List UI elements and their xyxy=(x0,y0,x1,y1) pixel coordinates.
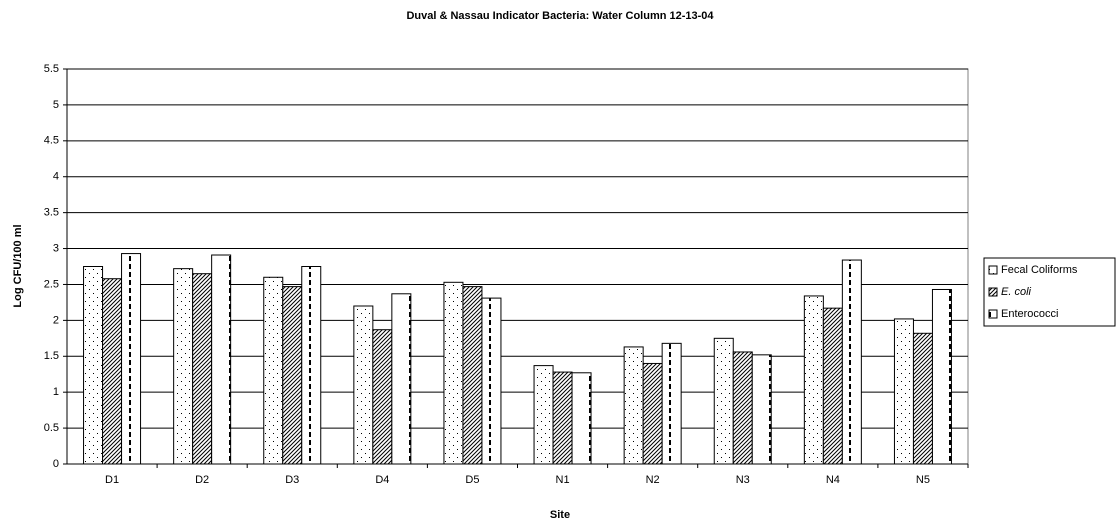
bar xyxy=(931,288,952,465)
legend-swatch xyxy=(988,309,998,319)
x-tick-label: N4 xyxy=(826,474,840,486)
bar xyxy=(391,293,412,465)
y-tick-label: 1 xyxy=(53,386,59,398)
bar xyxy=(893,318,914,465)
bar xyxy=(841,259,862,465)
bar xyxy=(571,372,592,465)
bar xyxy=(192,273,213,465)
bar xyxy=(732,351,753,465)
bar xyxy=(552,371,573,465)
y-tick-label: 0.5 xyxy=(44,422,59,434)
bar xyxy=(912,332,933,465)
bar xyxy=(481,297,502,465)
legend-label: E. coli xyxy=(1001,286,1032,298)
bar xyxy=(301,266,322,465)
x-tick-label: N5 xyxy=(916,474,930,486)
bar xyxy=(83,266,104,465)
bar xyxy=(623,346,644,465)
y-tick-label: 1.5 xyxy=(44,350,59,362)
bar xyxy=(121,253,142,465)
bar xyxy=(353,305,374,465)
legend-label: Fecal Coliforms xyxy=(1001,264,1078,276)
x-axis-label: Site xyxy=(550,509,570,521)
y-tick-label: 3 xyxy=(53,242,59,254)
bar xyxy=(102,278,123,465)
y-tick-label: 2 xyxy=(53,314,59,326)
bar xyxy=(533,365,554,465)
x-tick-label: D3 xyxy=(285,474,299,486)
bar xyxy=(642,362,663,465)
bar xyxy=(263,276,284,465)
y-tick-label: 0 xyxy=(53,458,59,470)
bar xyxy=(443,281,464,465)
bar xyxy=(282,286,303,465)
legend-label: Enterococci xyxy=(1001,308,1058,320)
y-tick-label: 4.5 xyxy=(44,135,59,147)
y-tick-label: 5 xyxy=(53,99,59,111)
legend-swatch xyxy=(988,287,998,297)
x-tick-label: D1 xyxy=(105,474,119,486)
bar xyxy=(803,295,824,465)
y-tick-label: 5.5 xyxy=(44,63,59,75)
bar xyxy=(173,268,194,465)
bar xyxy=(462,286,483,465)
x-tick-label: N2 xyxy=(646,474,660,486)
y-tick-label: 2.5 xyxy=(44,278,59,290)
chart-title: Duval & Nassau Indicator Bacteria: Water… xyxy=(406,10,714,22)
x-tick-label: D2 xyxy=(195,474,209,486)
x-tick-label: D5 xyxy=(465,474,479,486)
y-axis-label: Log CFU/100 ml xyxy=(12,224,24,307)
bar xyxy=(713,337,734,465)
bar xyxy=(372,329,393,465)
y-tick-label: 3.5 xyxy=(44,207,59,219)
legend-box xyxy=(983,257,1116,327)
y-tick-label: 4 xyxy=(53,171,59,183)
bar xyxy=(661,342,682,465)
legend-swatch xyxy=(988,265,998,275)
bar xyxy=(751,354,772,465)
x-tick-label: N1 xyxy=(556,474,570,486)
x-tick-label: D4 xyxy=(375,474,389,486)
bar xyxy=(822,307,843,465)
bar xyxy=(211,254,232,465)
x-tick-label: N3 xyxy=(736,474,750,486)
